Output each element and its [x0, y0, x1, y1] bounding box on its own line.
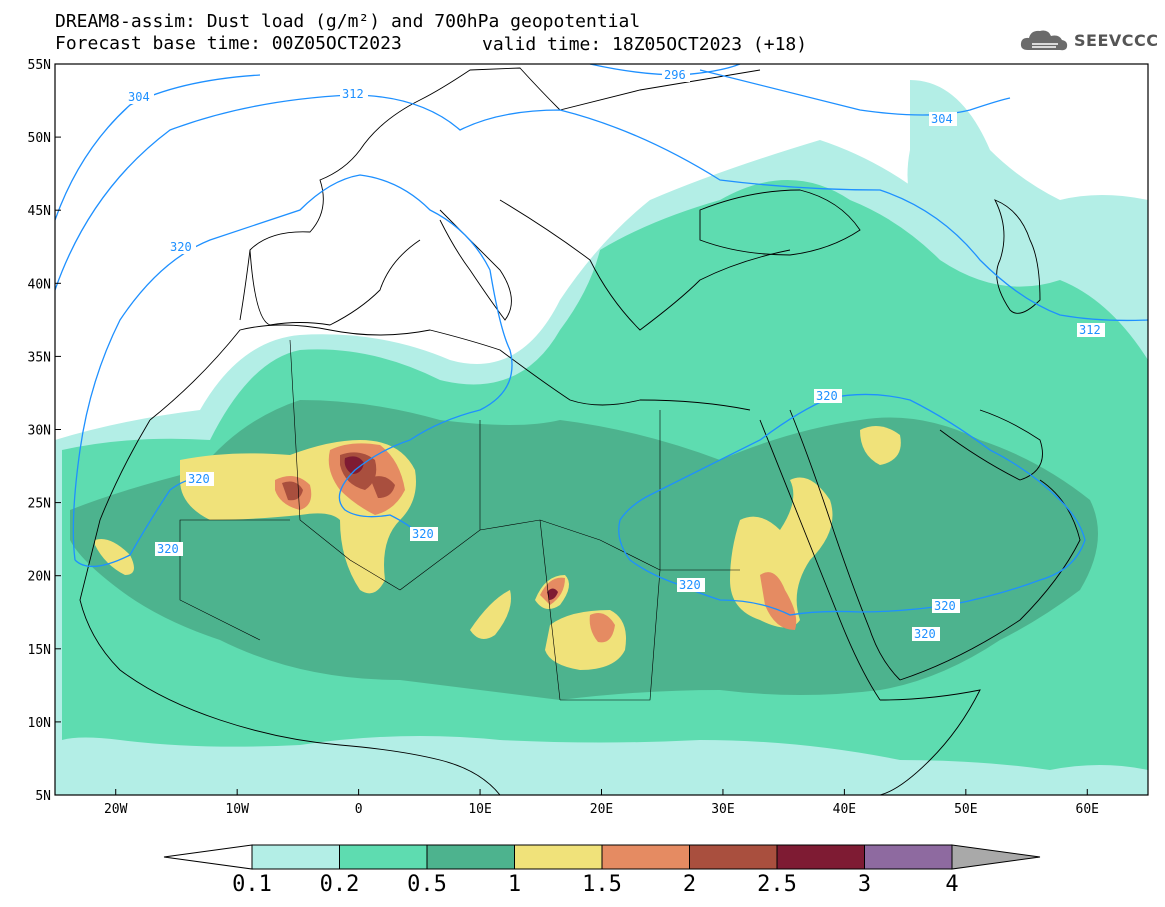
contour-label: 320: [934, 599, 956, 613]
dust-level-4-region-coast: [95, 539, 134, 575]
colorbar-swatch: [514, 844, 603, 870]
colorbar-left-arrow: [163, 844, 253, 870]
dust-level-5-region-chad: [589, 612, 615, 643]
colorbar-swatch: [339, 844, 428, 870]
lat-tick-label: 55N: [28, 58, 51, 73]
coastlines: [79, 67, 1081, 795]
arabia-south-coastline: [899, 479, 1081, 681]
caspian-coastline: [994, 199, 1041, 314]
colorbar-label: 2.5: [757, 872, 797, 897]
lat-tick-label: 40N: [28, 277, 51, 292]
lon-tick-label: 10E: [468, 802, 491, 817]
contour-label: 304: [128, 90, 150, 104]
dust-level-7-region: [344, 456, 364, 474]
contour-label: 320: [412, 527, 434, 541]
seevccc-logo: SEEVCCC: [1018, 26, 1159, 54]
colorbar-label: 0.5: [407, 872, 447, 897]
italy-coastline: [439, 209, 512, 321]
cloud-icon: [1020, 30, 1068, 51]
dust-level-6-region-morocco: [282, 481, 303, 501]
black-sea-coastline: [699, 189, 861, 256]
colorbar-label: 2: [683, 872, 696, 897]
colorbar-label: 0.2: [320, 872, 360, 897]
contour-label: 320: [914, 627, 936, 641]
colorbar-label: 1.5: [582, 872, 622, 897]
west-africa-coastline: [79, 419, 501, 795]
dust-load-field: [55, 80, 1148, 795]
dust-level-6-region-algeria-e: [370, 476, 395, 498]
lat-tick-label: 20N: [28, 570, 51, 585]
longitude-axis: 20W 10W 0 10E 20E 30E 40E 50E 60E: [104, 789, 1099, 817]
contour-label: 312: [342, 87, 364, 101]
contour-label: 320: [170, 240, 192, 254]
colorbar-right-arrow: [951, 844, 1041, 870]
dust-level-4-region-sudan: [730, 477, 833, 628]
country-borders: [179, 339, 740, 701]
persian-gulf-coastline: [939, 409, 1043, 481]
europe-coastline: [239, 67, 761, 321]
lat-tick-label: 10N: [28, 716, 51, 731]
dust-level-5-region-sudan: [760, 572, 797, 630]
horn-africa-coastline: [879, 689, 981, 795]
lon-tick-label: 0: [355, 802, 363, 817]
lon-tick-label: 50E: [954, 802, 977, 817]
lat-tick-label: 25N: [28, 497, 51, 512]
lon-tick-label: 40E: [833, 802, 856, 817]
contour-label: 312: [1079, 323, 1101, 337]
contour-label: 320: [157, 542, 179, 556]
contour-labels: 304 312 296 304 320 320 320 320 320 320 …: [126, 68, 1105, 641]
balkans-coastline: [499, 199, 791, 331]
geopotential-contours: [55, 64, 1148, 616]
colorbar-swatch: [601, 844, 690, 870]
dust-level-4-region-arabia: [860, 426, 901, 465]
lat-tick-label: 35N: [28, 350, 51, 365]
contour-label: 320: [679, 578, 701, 592]
contour-label: 320: [188, 472, 210, 486]
latitude-axis: 55N 50N 45N 40N 35N 30N 25N 20N 15N 10N 5N: [28, 58, 61, 804]
map-title: DREAM8-assim: Dust load (g/m²) and 700hP…: [55, 11, 641, 32]
colorbar-label: 4: [945, 872, 958, 897]
valid-time: valid time: 18Z05OCT2023 (+18): [482, 34, 808, 55]
lon-tick-label: 20W: [104, 802, 128, 817]
colorbar-swatch: [864, 844, 953, 870]
contour-304-east: [699, 69, 1011, 116]
lon-tick-label: 60E: [1076, 802, 1099, 817]
red-sea-coastline: [759, 419, 881, 701]
dust-level-1-region-east: [907, 80, 1148, 330]
colorbar-swatch: [251, 844, 340, 870]
forecast-base-time: Forecast base time: 00Z05OCT2023: [55, 33, 402, 54]
dust-level-7-region-chad: [547, 588, 558, 600]
lon-tick-label: 20E: [590, 802, 613, 817]
lon-tick-label: 10W: [225, 802, 249, 817]
lat-tick-label: 30N: [28, 424, 51, 439]
contour-312-north: [55, 94, 1148, 322]
colorbar-swatch: [776, 844, 865, 870]
colorbar: 0.1 0.2 0.5 1 1.5 2 2.5 3 4: [163, 844, 1041, 897]
contour-320-west: [72, 174, 513, 561]
arabia-west-coastline: [789, 409, 901, 681]
dust-level-4-region-niger: [470, 590, 511, 639]
iberia-coastline: [249, 239, 421, 326]
lat-tick-label: 15N: [28, 643, 51, 658]
contour-label: 304: [931, 112, 953, 126]
logo-text: SEEVCCC: [1074, 30, 1159, 50]
colorbar-label: 1: [508, 872, 521, 897]
contour-320-central: [618, 393, 1086, 616]
colorbar-label: 3: [858, 872, 871, 897]
lat-tick-label: 50N: [28, 131, 51, 146]
colorbar-label: 0.1: [232, 872, 272, 897]
contour-304-west: [55, 74, 261, 221]
contour-label: 320: [816, 389, 838, 403]
contour-label: 296: [664, 68, 686, 82]
lat-tick-label: 45N: [28, 204, 51, 219]
colorbar-swatch: [689, 844, 778, 870]
lon-tick-label: 30E: [711, 802, 734, 817]
lat-tick-label: 5N: [35, 789, 51, 804]
north-africa-coastline: [149, 324, 751, 421]
colorbar-swatch: [426, 844, 515, 870]
